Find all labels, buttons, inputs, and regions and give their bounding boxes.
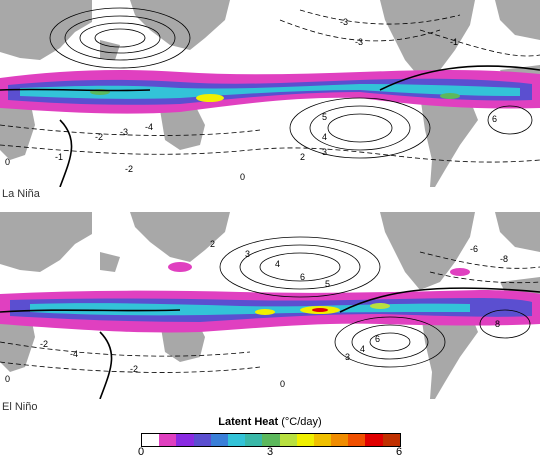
legend-swatch [313,434,332,446]
contour-label: -1 [450,37,458,47]
contour-label: -3 [355,37,363,47]
contour-label: -2 [95,132,103,142]
contour-label: -8 [500,254,508,264]
el-nino-map: 2 3 4 6 5 6 4 3 8 -6 -8 -2 -4 -2 0 0 [0,212,540,399]
contour-label: 5 [325,279,330,289]
contour-label: 3 [322,147,327,157]
contour-label: 3 [245,249,250,259]
contours [0,236,540,399]
contour-label: 0 [240,172,245,182]
contour-labels: -2 -3 -4 -1 -2 -3 -3 5 4 3 2 6 -1 0 0 [5,17,497,182]
contour-label: 2 [210,239,215,249]
legend-unit: (°C/day) [281,416,322,428]
la-nina-label: La Niña [2,188,40,200]
contour-label: 0 [5,157,10,167]
legend-swatch [142,434,160,446]
la-nina-map-svg: -2 -3 -4 -1 -2 -3 -3 5 4 3 2 6 -1 0 0 [0,0,540,187]
legend-swatch [331,434,349,446]
contour-label: 6 [300,272,305,282]
legend-swatch [348,434,366,446]
legend-swatch [279,434,297,446]
contour-label: 0 [280,379,285,389]
legend-swatch [382,434,400,446]
legend-tick: 3 [266,446,274,458]
contour-label: 0 [5,374,10,384]
contour-label: 4 [322,132,327,142]
legend-swatch [262,434,280,446]
contour-label: 3 [345,352,350,362]
contour-label: -2 [125,164,133,174]
legend-swatch [245,434,263,446]
contour-label: -4 [70,349,78,359]
contour-label: 5 [322,112,327,122]
legend-swatch [159,434,177,446]
contours [0,7,540,187]
contour-label: -3 [120,127,128,137]
latent-heat-legend: Latent Heat (°C/day) 0 3 6 [0,416,540,459]
legend-title-text: Latent Heat [218,416,279,428]
contour-label: 2 [300,152,305,162]
contour-labels: 2 3 4 6 5 6 4 3 8 -6 -8 -2 -4 -2 0 0 [5,239,508,389]
contour-label: 6 [375,334,380,344]
contour-label: -2 [130,364,138,374]
latent-heat-band [0,70,540,114]
contour-label: 6 [492,114,497,124]
legend-swatch [227,434,246,446]
contour-label: 4 [275,259,280,269]
legend-swatch [365,434,383,446]
legend-tick: 0 [137,446,145,458]
legend-swatch [296,434,314,446]
latent-heat-band [0,262,540,333]
el-nino-map-svg: 2 3 4 6 5 6 4 3 8 -6 -8 -2 -4 -2 0 0 [0,212,540,399]
contour-label: -6 [470,244,478,254]
contour-label: 4 [360,344,365,354]
contour-label: -4 [145,122,153,132]
contour-label: -1 [55,152,63,162]
legend-swatch [193,434,211,446]
legend-title: Latent Heat (°C/day) [0,416,540,428]
la-nina-map: -2 -3 -4 -1 -2 -3 -3 5 4 3 2 6 -1 0 0 [0,0,540,187]
legend-tick: 6 [395,446,403,458]
legend-swatch [210,434,228,446]
colorbar [141,433,401,447]
contour-label: -3 [340,17,348,27]
contour-label: -2 [40,339,48,349]
el-nino-label: El Niño [2,401,38,413]
legend-swatch [176,434,194,446]
contour-label: 8 [495,319,500,329]
